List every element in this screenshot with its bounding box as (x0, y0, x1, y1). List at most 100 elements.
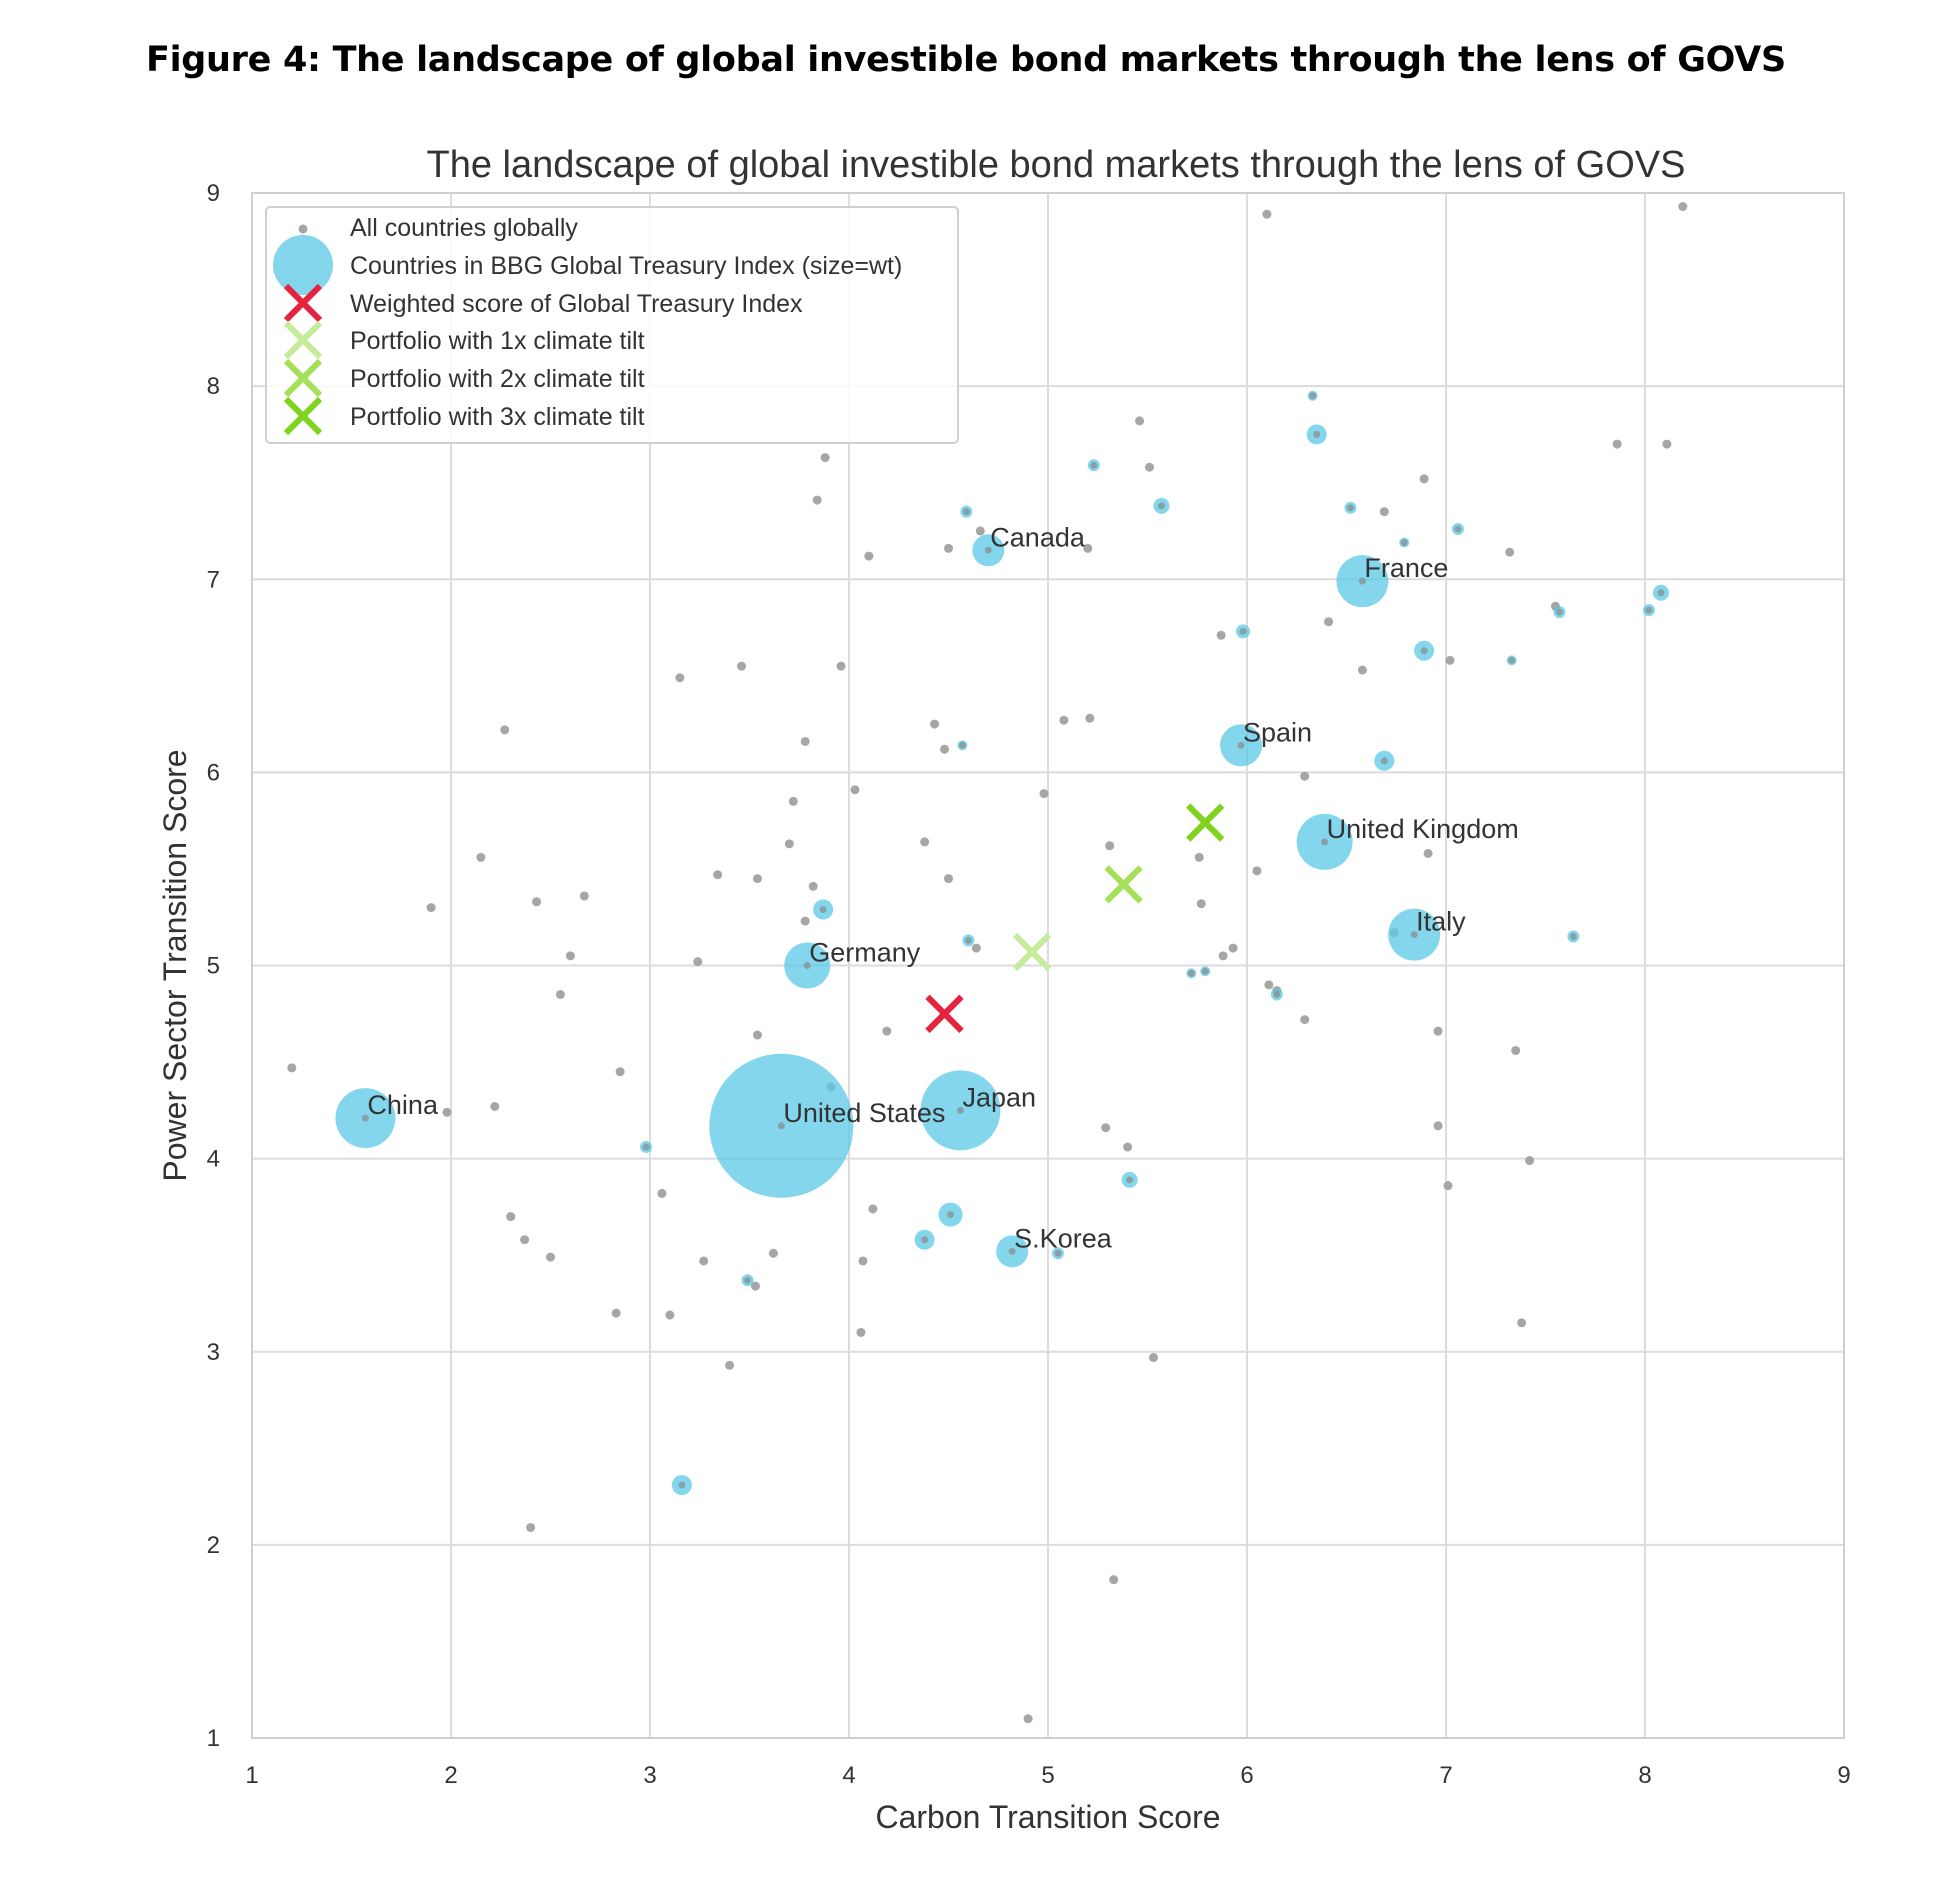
legend: All countries globally Countries in BBG G… (265, 206, 959, 444)
global-country-point (1216, 630, 1226, 640)
index-country-center-dot (1555, 608, 1563, 616)
global-country-point (1144, 462, 1154, 472)
index-country-center-dot (1309, 392, 1317, 400)
y-tick-label: 7 (207, 566, 220, 593)
legend-marker-dot (298, 224, 308, 234)
global-country-point (520, 1235, 530, 1245)
y-tick-label: 4 (207, 1146, 220, 1173)
global-country-point (1101, 1123, 1111, 1133)
global-country-point (750, 1281, 760, 1291)
index-country-center-dot (1645, 606, 1653, 614)
global-country-point (1039, 789, 1049, 799)
global-country-point (1196, 899, 1206, 909)
global-country-point (1135, 416, 1145, 426)
legend-label: All countries globally (350, 214, 578, 242)
index-country-center-dot (744, 1276, 752, 1284)
x-tick-label: 3 (643, 1762, 656, 1789)
x-axis-label: Carbon Transition Score (875, 1799, 1220, 1835)
country-label: United States (783, 1098, 945, 1128)
global-country-point (725, 1360, 735, 1370)
index-country-center-dot (678, 1481, 686, 1489)
global-country-point (699, 1256, 709, 1266)
data-marks (287, 202, 1688, 1724)
global-country-point (1433, 1121, 1443, 1131)
global-country-point (868, 1204, 878, 1214)
global-country-point (930, 719, 940, 729)
global-country-point (800, 916, 810, 926)
index-country-center-dot (921, 1236, 929, 1244)
global-country-point (532, 897, 542, 907)
index-country-center-dot (777, 1122, 785, 1130)
global-country-point (856, 1327, 866, 1337)
index-country-center-dot (1346, 504, 1354, 512)
global-country-point (1300, 771, 1310, 781)
y-tick-label: 5 (207, 953, 220, 980)
global-country-point (657, 1188, 667, 1198)
x-tick-label: 5 (1041, 1762, 1054, 1789)
global-country-point (820, 453, 830, 463)
index-country-center-dot (1454, 525, 1462, 533)
index-country-center-dot (956, 1106, 964, 1114)
global-country-point (1123, 1142, 1133, 1152)
global-country-point (1423, 848, 1433, 858)
global-country-point (944, 874, 953, 884)
legend-marker-x-3x (283, 396, 323, 436)
index-country-center-dot (1380, 757, 1388, 765)
index-country-center-dot (1313, 430, 1321, 438)
global-country-point (850, 785, 860, 795)
legend-marker-circle (273, 235, 333, 295)
index-country-center-dot (1201, 967, 1209, 975)
global-country-point (506, 1212, 516, 1222)
country-label: S.Korea (1014, 1223, 1113, 1253)
global-country-point (1443, 1181, 1453, 1191)
global-country-point (752, 1030, 762, 1040)
global-country-point (500, 725, 510, 735)
global-country-point (836, 661, 846, 671)
global-country-point (476, 852, 486, 862)
global-country-point (971, 943, 981, 953)
global-country-point (1357, 665, 1367, 675)
global-country-point (713, 870, 723, 880)
global-country-point (1252, 866, 1262, 876)
country-label: Italy (1416, 907, 1466, 937)
country-label: Germany (809, 938, 921, 968)
global-country-point (1300, 1015, 1310, 1025)
global-country-point (615, 1067, 625, 1077)
legend-marker-x-1x (283, 320, 323, 360)
global-country-point (546, 1252, 555, 1262)
global-country-point (1511, 1045, 1521, 1055)
global-country-point (858, 1256, 868, 1266)
global-country-point (940, 744, 950, 754)
index-country-center-dot (1358, 577, 1366, 585)
global-country-point (1085, 713, 1095, 723)
index-country-center-dot (1569, 933, 1577, 941)
index-country-center-dot (1008, 1247, 1016, 1255)
country-label: Canada (990, 522, 1086, 552)
global-country-point (490, 1101, 500, 1111)
y-tick-label: 8 (207, 373, 220, 400)
global-country-point (864, 551, 874, 561)
global-country-point (526, 1522, 536, 1532)
y-tick-label: 2 (207, 1532, 220, 1559)
global-country-point (426, 903, 436, 913)
index-country-center-dot (1054, 1249, 1062, 1257)
index-country-center-dot (1400, 539, 1408, 547)
global-country-point (1148, 1353, 1158, 1363)
global-country-point (944, 543, 953, 553)
country-label: Japan (962, 1082, 1036, 1112)
index-country-center-dot (361, 1114, 369, 1122)
index-country-center-dot (642, 1143, 650, 1151)
global-country-point (565, 951, 575, 961)
index-country-center-dot (964, 936, 972, 944)
country-label: France (1364, 553, 1448, 583)
tilt-3x-marker (1186, 803, 1225, 842)
x-tick-label: 2 (444, 1762, 457, 1789)
global-country-point (788, 796, 798, 806)
global-country-point (1262, 209, 1272, 219)
global-country-point (1194, 852, 1204, 862)
index-country-center-dot (803, 962, 811, 969)
y-tick-label: 9 (207, 180, 220, 207)
country-annotations: China United States Japan Germany Canada Fran… (367, 522, 1518, 1253)
global-country-point (1379, 507, 1389, 517)
